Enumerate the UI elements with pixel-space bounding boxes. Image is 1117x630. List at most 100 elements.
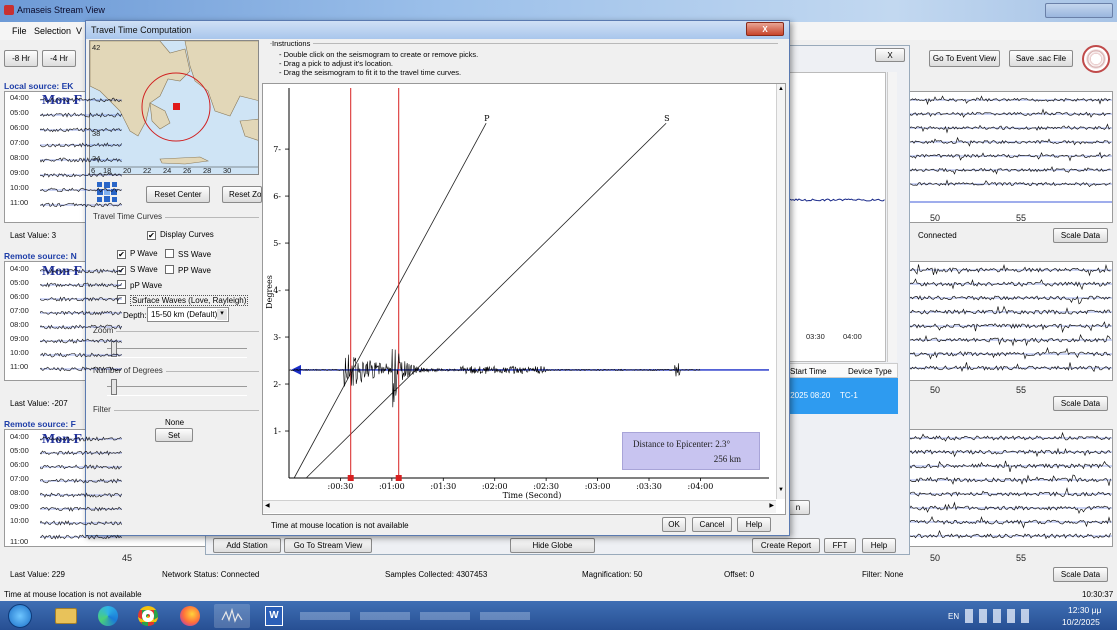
menu-file[interactable]: File	[12, 26, 27, 36]
chart-vscrollbar[interactable]: ▲ ▼	[776, 84, 785, 499]
right-traces-3	[910, 431, 1112, 540]
scroll-right-icon[interactable]: ▶	[769, 503, 774, 509]
go-to-event-view-button[interactable]: Go To Event View	[929, 50, 1000, 67]
pp-wave-checkbox[interactable]: PP Wave	[165, 265, 211, 275]
seismic-trace	[40, 310, 122, 316]
map-lat-label: 42	[92, 43, 101, 52]
menu-view[interactable]: V	[76, 26, 83, 36]
add-station-button[interactable]: Add Station	[213, 538, 281, 553]
go-to-stream-view-button[interactable]: Go To Stream View	[284, 538, 372, 553]
epicenter-info-box: Distance to Epicenter: 2.3° 256 km	[622, 432, 760, 470]
language-indicator[interactable]: EN	[948, 612, 960, 621]
map-lon-label: 28	[203, 166, 212, 175]
y-tick-label: 5-	[273, 239, 281, 248]
hour-label: 11:00	[10, 537, 29, 546]
epicenter-map[interactable]: 42 38 34 6 18 20 22 24 26 28 30	[89, 40, 259, 175]
scroll-up-icon[interactable]: ▲	[778, 86, 784, 92]
taskbar-windows[interactable]	[300, 612, 530, 620]
x-tick-label: :02:00	[482, 482, 508, 491]
degrees-slider[interactable]	[107, 379, 247, 396]
dialog-ok-button[interactable]: OK	[662, 517, 686, 532]
minus-8hr-button[interactable]: -8 Hr	[4, 50, 38, 67]
x-tick-label: :00:30	[328, 482, 354, 491]
firefox-icon[interactable]	[172, 604, 208, 628]
depth-value: 15-50 km (Default)	[151, 310, 218, 319]
reset-center-button[interactable]: Reset Center	[146, 186, 210, 203]
seismic-trace	[910, 123, 1111, 134]
scroll-down-icon[interactable]: ▼	[778, 487, 784, 493]
dialog-help-button[interactable]: Help	[737, 517, 771, 532]
reset-zoom-button[interactable]: Reset Zoo	[222, 186, 262, 203]
edge-browser-icon[interactable]	[90, 604, 126, 628]
checkbox-icon	[165, 265, 174, 274]
checkbox-icon	[117, 280, 126, 289]
pp-small-wave-checkbox[interactable]: pP Wave	[117, 280, 162, 290]
fft-button[interactable]: FFT	[824, 538, 856, 553]
scale-data-button-2[interactable]: Scale Data	[1053, 396, 1108, 411]
scroll-left-icon[interactable]: ◀	[265, 503, 270, 509]
dialog-close-button[interactable]: X	[746, 22, 784, 36]
hour-label: 07:00	[10, 138, 29, 147]
slider-thumb[interactable]	[111, 379, 117, 395]
app-title: Amaseis Stream View	[17, 5, 105, 15]
zoom-slider[interactable]	[107, 341, 247, 358]
word-icon[interactable]: W	[256, 604, 292, 628]
surface-waves-checkbox[interactable]: Surface Waves (Love, Rayleigh)	[117, 295, 249, 306]
travel-time-curve	[305, 122, 667, 479]
travel-time-chart[interactable]: 1- 2- 3- 4- 5- 6- 7-:00:30:01:00:01:30:02:00:0…	[263, 84, 775, 500]
event-window-close[interactable]: X	[875, 48, 905, 62]
start-button-icon[interactable]	[2, 604, 38, 628]
seismic-trace	[40, 450, 122, 456]
p-wave-checkbox[interactable]: ✔ P Wave	[117, 249, 158, 259]
seismic-trace	[910, 501, 1111, 515]
scale-data-button-3[interactable]: Scale Data	[1053, 567, 1108, 582]
degrees-group: Number of Degrees	[93, 366, 259, 375]
display-curves-checkbox[interactable]: ✔ Display Curves	[147, 230, 214, 240]
seismic-trace	[40, 520, 122, 526]
save-sac-button[interactable]: Save .sac File	[1009, 50, 1073, 67]
amaseis-taskbar-icon[interactable]	[214, 604, 250, 628]
chart-hscrollbar[interactable]: ◀ ▶	[263, 500, 776, 513]
tray-icons[interactable]	[965, 609, 1035, 623]
s-wave-checkbox[interactable]: ✔ S Wave	[117, 265, 158, 275]
source-3-last-value: Last Value: 229	[10, 570, 66, 579]
stream-traces	[40, 97, 122, 208]
taskbar-time[interactable]: 12:30 μμ	[1068, 605, 1102, 615]
folder-icon[interactable]	[48, 604, 84, 628]
filter-set-button[interactable]: Set	[155, 428, 193, 442]
chrome-icon[interactable]	[130, 604, 166, 628]
y-axis-label: Degrees	[265, 275, 274, 309]
hour-label: 05:00	[10, 446, 29, 455]
hour-label: 08:00	[10, 153, 29, 162]
minus-4hr-button[interactable]: -4 Hr	[42, 50, 76, 67]
dialog-cancel-button[interactable]: Cancel	[692, 517, 732, 532]
y-tick-label: 2-	[273, 380, 281, 389]
tick-label: 55	[1016, 553, 1027, 563]
window-controls[interactable]	[1045, 3, 1113, 18]
instruction-line: - Drag the seismogram to fit it to the t…	[279, 68, 462, 77]
event-window-scrollbar[interactable]	[887, 72, 897, 362]
x-tick-label: :04:00	[688, 482, 714, 491]
row-date: /2025 08:20	[788, 391, 831, 400]
seismic-trace	[40, 534, 122, 540]
menu-selection[interactable]: Selection	[34, 26, 72, 36]
create-report-button[interactable]: Create Report	[752, 538, 820, 553]
right-traces-1	[910, 95, 1112, 203]
map-lon-label: 18	[103, 166, 112, 175]
curve-label: S	[664, 114, 669, 123]
pan-arrows-icon[interactable]	[95, 180, 119, 204]
source-3-title: Remote source: F	[4, 419, 76, 429]
hide-globe-button[interactable]: Hide Globe	[510, 538, 595, 553]
help-button[interactable]: Help	[862, 538, 896, 553]
scale-data-button-1[interactable]: Scale Data	[1053, 228, 1108, 243]
pick-marker	[347, 475, 354, 481]
depth-select[interactable]: 15-50 km (Default) ▾	[147, 307, 229, 322]
checkbox-label: pP Wave	[130, 281, 163, 290]
slider-thumb[interactable]	[111, 341, 117, 357]
seismic-trace	[40, 436, 122, 442]
group-label: Number of Degrees	[93, 366, 166, 375]
ss-wave-checkbox[interactable]: SS Wave	[165, 249, 211, 259]
group-label: Zoom	[93, 326, 117, 335]
taskbar-date[interactable]: 10/2/2025	[1062, 617, 1100, 627]
event-table-row[interactable]	[786, 378, 898, 414]
